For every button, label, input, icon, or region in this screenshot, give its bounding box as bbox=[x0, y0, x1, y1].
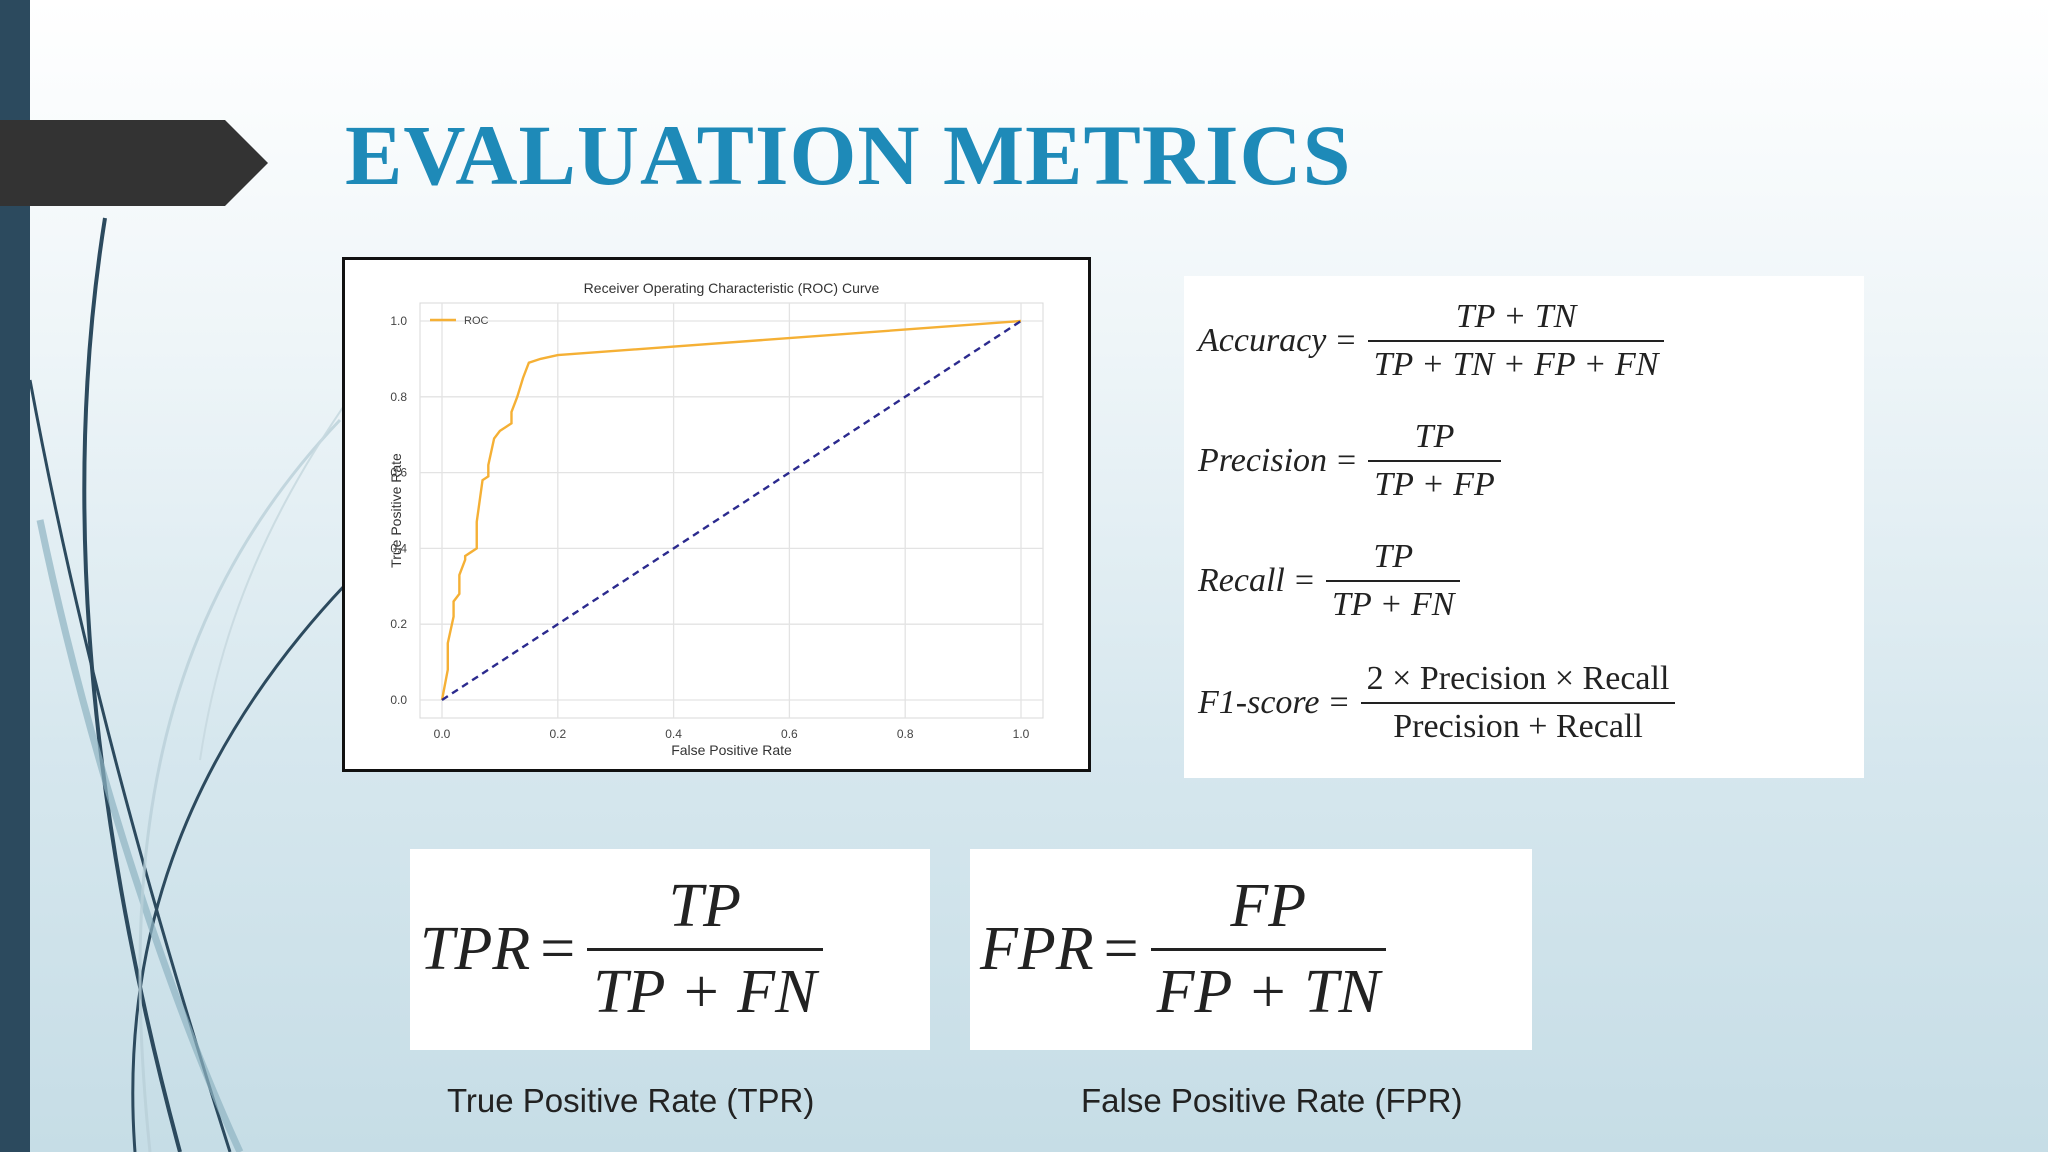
tpr-numerator: TP bbox=[668, 872, 742, 940]
fpr-label: FPR bbox=[980, 915, 1094, 983]
x-tick-label: 1.0 bbox=[1013, 727, 1030, 741]
y-tick-label: 0.6 bbox=[390, 466, 407, 480]
f1-fraction: 2 × Precision × Recall Precision + Recal… bbox=[1360, 660, 1676, 746]
precision-fraction: TP TP + FP bbox=[1368, 418, 1501, 504]
f1-formula: F1-score = 2 × Precision × Recall Precis… bbox=[1198, 660, 1676, 746]
y-tick-label: 0.0 bbox=[390, 693, 407, 707]
f1-label: F1-score bbox=[1198, 684, 1320, 721]
fraction-bar bbox=[1326, 580, 1461, 582]
fpr-numerator: FP bbox=[1230, 872, 1307, 940]
fpr-denominator: FP + TN bbox=[1156, 958, 1380, 1026]
fraction-bar bbox=[1360, 702, 1676, 704]
fpr-formula-box: FPR = FP FP + TN bbox=[970, 849, 1532, 1050]
f1-numerator: 2 × Precision × Recall bbox=[1366, 660, 1670, 697]
accuracy-numerator: TP + TN bbox=[1455, 298, 1577, 335]
equals-sign: = bbox=[1103, 915, 1139, 983]
equals-sign: = bbox=[1294, 562, 1315, 599]
x-tick-label: 0.6 bbox=[781, 727, 798, 741]
accuracy-denominator: TP + TN + FP + FN bbox=[1373, 346, 1659, 383]
fraction-bar bbox=[1150, 948, 1386, 951]
equals-sign: = bbox=[540, 915, 576, 983]
x-tick-label: 0.8 bbox=[897, 727, 914, 741]
accuracy-formula: Accuracy = TP + TN TP + TN + FP + FN bbox=[1198, 298, 1665, 384]
equals-sign: = bbox=[1336, 322, 1356, 359]
accuracy-fraction: TP + TN TP + TN + FP + FN bbox=[1367, 298, 1665, 384]
roc-curve-line bbox=[440, 319, 1022, 701]
accuracy-label: Accuracy bbox=[1198, 322, 1327, 359]
chart-title: Receiver Operating Characteristic (ROC) … bbox=[584, 280, 880, 296]
fpr-fraction: FP FP + TN bbox=[1150, 871, 1386, 1028]
y-tick-label: 0.2 bbox=[390, 617, 407, 631]
fraction-bar bbox=[1368, 460, 1501, 462]
precision-denominator: TP + FP bbox=[1374, 466, 1495, 503]
fraction-bar bbox=[1367, 340, 1665, 342]
slide-title: EVALUATION METRICS bbox=[345, 107, 1352, 203]
precision-label: Precision bbox=[1198, 442, 1328, 479]
precision-numerator: TP bbox=[1414, 418, 1455, 455]
precision-formula: Precision = TP TP + FP bbox=[1198, 418, 1501, 504]
equals-sign: = bbox=[1337, 442, 1357, 479]
y-tick-label: 0.4 bbox=[390, 541, 407, 555]
y-tick-label: 1.0 bbox=[390, 314, 407, 328]
formula-panel: Accuracy = TP + TN TP + TN + FP + FN Pre… bbox=[1184, 276, 1864, 778]
tpr-caption: True Positive Rate (TPR) bbox=[447, 1082, 815, 1119]
x-tick-label: 0.2 bbox=[549, 727, 566, 741]
tpr-label: TPR bbox=[420, 915, 531, 983]
tpr-fraction: TP TP + FN bbox=[587, 871, 823, 1028]
recall-label: Recall bbox=[1198, 562, 1285, 599]
roc-chart: 0.0 0.2 0.4 0.6 0.8 1.0 0.0 0.2 0.4 0.6 0.8 1.0 Rece… bbox=[388, 280, 1044, 758]
plot-area bbox=[419, 302, 1044, 719]
decorative-swoosh-lines bbox=[28, 217, 420, 1152]
fpr-caption: False Positive Rate (FPR) bbox=[1081, 1082, 1463, 1119]
recall-denominator: TP + FN bbox=[1332, 586, 1455, 623]
legend-label-roc: ROC bbox=[464, 315, 489, 327]
recall-numerator: TP bbox=[1373, 538, 1414, 575]
x-axis-label: False Positive Rate bbox=[671, 742, 792, 758]
tpr-denominator: TP + FN bbox=[593, 958, 817, 1026]
f1-denominator: Precision + Recall bbox=[1393, 708, 1643, 745]
x-tick-label: 0.4 bbox=[665, 727, 682, 741]
x-tick-label: 0.0 bbox=[434, 727, 451, 741]
y-tick-label: 0.8 bbox=[390, 390, 407, 404]
roc-chart-frame: 0.0 0.2 0.4 0.6 0.8 1.0 0.0 0.2 0.4 0.6 0.8 1.0 Rece… bbox=[342, 257, 1091, 772]
recall-fraction: TP TP + FN bbox=[1326, 538, 1461, 624]
recall-formula: Recall = TP TP + FN bbox=[1198, 538, 1461, 624]
diagonal-reference-line bbox=[441, 319, 1022, 702]
fraction-bar bbox=[587, 948, 823, 951]
tpr-formula-box: TPR = TP TP + FN bbox=[410, 849, 930, 1050]
equals-sign: = bbox=[1329, 684, 1349, 721]
y-axis-label: True Positive Rate bbox=[388, 453, 404, 568]
title-arrow-shape bbox=[0, 120, 268, 206]
